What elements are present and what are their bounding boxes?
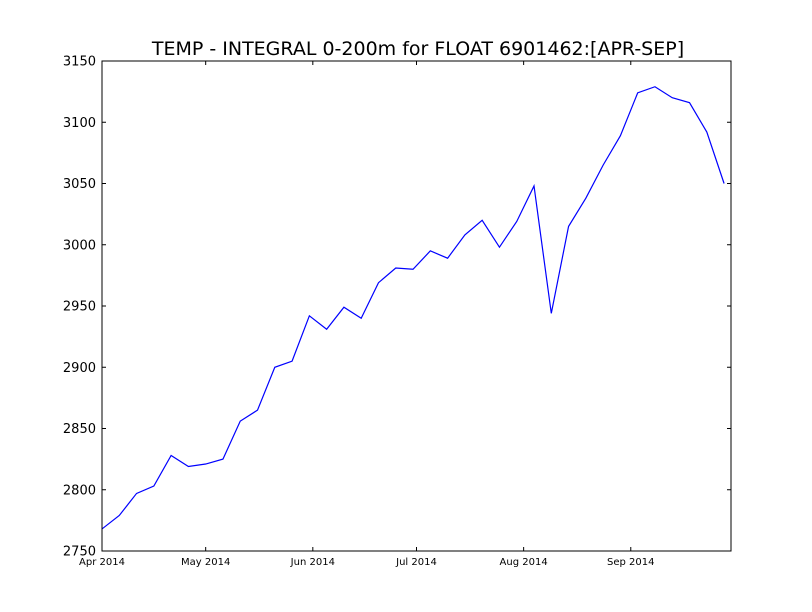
x-tick-label: Jun 2014 [290, 557, 335, 568]
series-group [102, 86, 725, 530]
y-tick-label: 2950 [63, 300, 96, 315]
x-tick-label: May 2014 [181, 557, 230, 568]
y-tick-label: 2750 [63, 545, 96, 560]
plot-area [101, 60, 732, 552]
y-tick-label: 2900 [63, 361, 96, 376]
y-tick-label: 2850 [63, 422, 96, 437]
chart-title: TEMP - INTEGRAL 0-200m for FLOAT 6901462… [151, 38, 684, 60]
x-tick-label: Sep 2014 [607, 557, 654, 568]
y-tick-label: 2800 [63, 483, 96, 498]
x-tick-label: Aug 2014 [500, 557, 548, 568]
y-tick-label: 3050 [63, 177, 96, 192]
series-layer [102, 86, 725, 530]
y-tick-label: 3150 [63, 55, 96, 70]
plot-border [101, 60, 732, 552]
x-tick-label: Apr 2014 [79, 557, 125, 568]
y-tick-label: 3100 [63, 116, 96, 131]
y-tick-label: 3000 [63, 238, 96, 253]
axis-tick-labels: 2750 2800 2850 2900 2950 3000 3050 3100 3150 Apr … [63, 55, 655, 569]
x-tick-label: Jul 2014 [395, 557, 437, 568]
